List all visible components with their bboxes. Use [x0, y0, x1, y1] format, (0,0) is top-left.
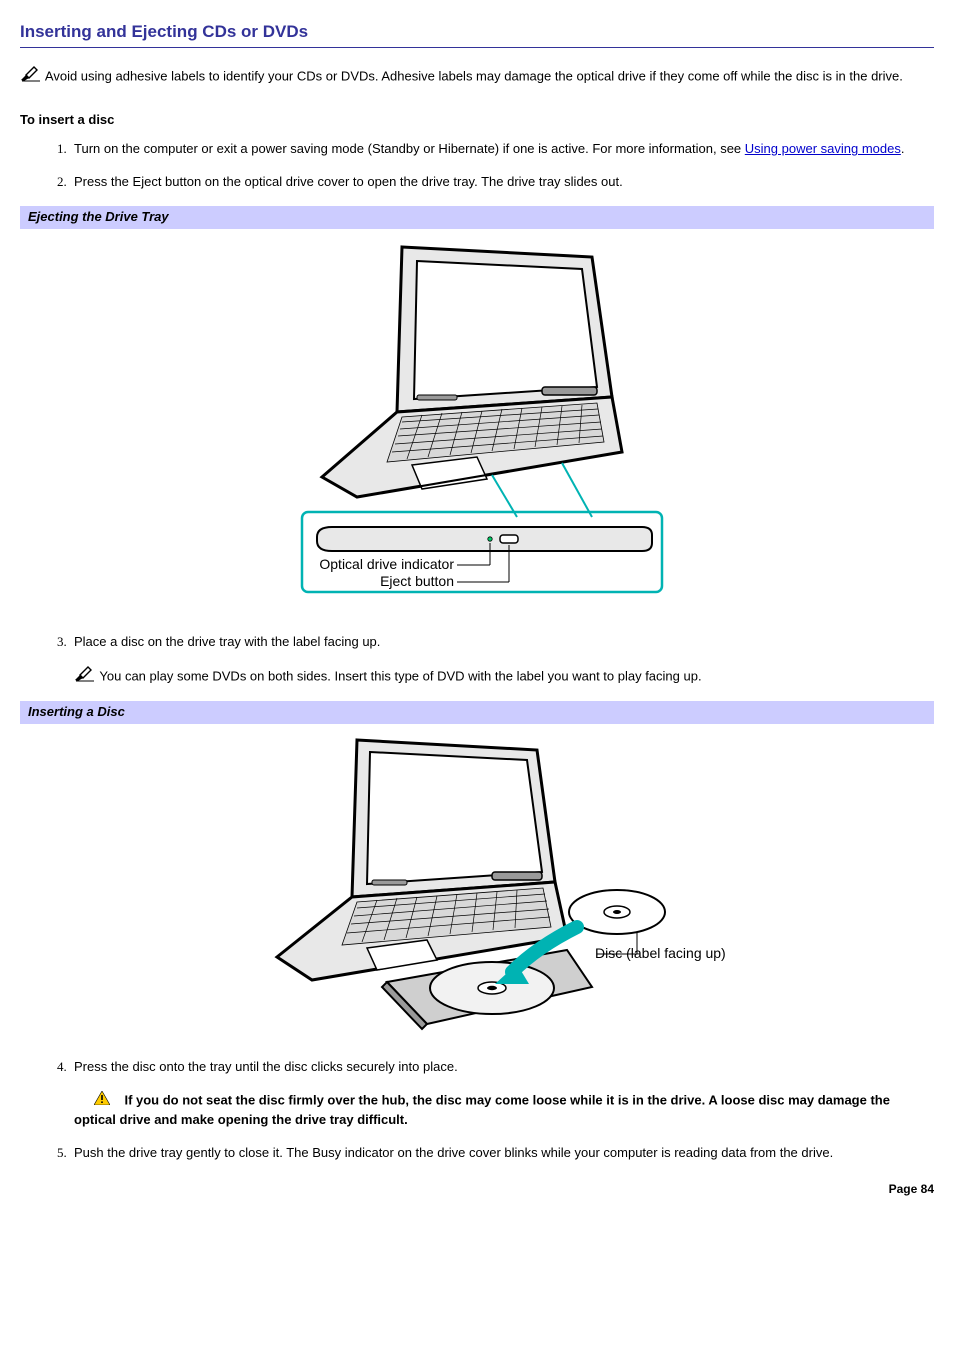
intro-note-block: Avoid using adhesive labels to identify … — [20, 66, 934, 88]
laptop-with-disc — [277, 740, 665, 1029]
step-4-warning: If you do not seat the disc firmly over … — [74, 1091, 934, 1130]
band-inserting-disc: Inserting a Disc — [20, 701, 934, 724]
title-rule — [20, 47, 934, 48]
link-power-saving-modes[interactable]: Using power saving modes — [745, 141, 901, 156]
laptop-illustration — [322, 247, 622, 517]
step-3-note: You can play some DVDs on both sides. In… — [74, 666, 934, 688]
pencil-note-icon — [74, 666, 96, 688]
step-4-warning-text: If you do not seat the disc firmly over … — [74, 1092, 890, 1126]
step-1-text-a: Turn on the computer or exit a power sav… — [74, 141, 745, 156]
step-1: Turn on the computer or exit a power sav… — [70, 140, 934, 159]
step-4: Press the disc onto the tray until the d… — [70, 1058, 934, 1130]
subheading-to-insert: To insert a disc — [20, 111, 934, 130]
step-5: Push the drive tray gently to close it. … — [70, 1144, 934, 1163]
page-title: Inserting and Ejecting CDs or DVDs — [20, 20, 934, 45]
step-2: Press the Eject button on the optical dr… — [70, 173, 934, 192]
fig2-label-disc: Disc (label facing up) — [595, 945, 726, 961]
pencil-note-icon — [20, 66, 42, 88]
step-4-text: Press the disc onto the tray until the d… — [74, 1059, 458, 1074]
step-3-text: Place a disc on the drive tray with the … — [74, 634, 380, 649]
fig1-label-eject: Eject button — [380, 573, 454, 589]
intro-note-text: Avoid using adhesive labels to identify … — [45, 68, 903, 83]
figure-inserting-disc: Disc (label facing up) — [20, 732, 934, 1038]
step-1-text-b: . — [901, 141, 905, 156]
step-5-text: Push the drive tray gently to close it. … — [74, 1145, 833, 1160]
step-3-note-text: You can play some DVDs on both sides. In… — [99, 668, 701, 683]
warning-triangle-icon — [94, 1091, 110, 1111]
step-2-text: Press the Eject button on the optical dr… — [74, 174, 623, 189]
drive-side-view — [317, 527, 652, 582]
page-number: Page 84 — [889, 1181, 934, 1198]
fig1-label-indicator: Optical drive indicator — [319, 556, 454, 572]
figure-ejecting-tray: Optical drive indicator Eject button — [20, 237, 934, 613]
step-3: Place a disc on the drive tray with the … — [70, 633, 934, 688]
band-ejecting-tray: Ejecting the Drive Tray — [20, 206, 934, 229]
